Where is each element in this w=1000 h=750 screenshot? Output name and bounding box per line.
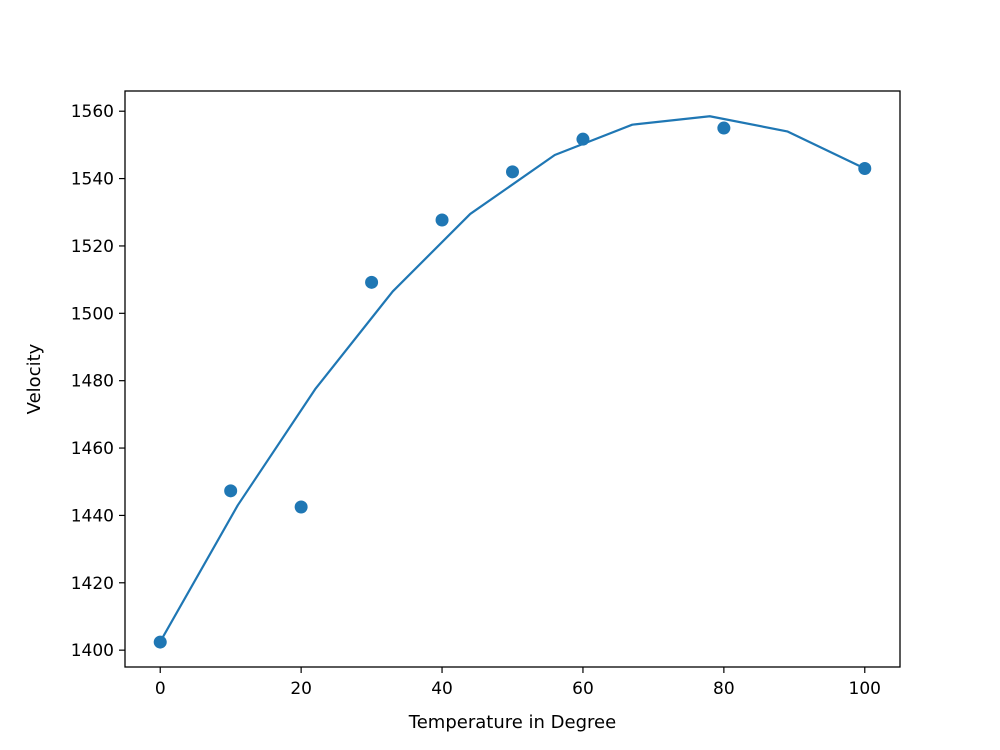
x-tick-label: 80: [713, 679, 735, 699]
x-tick-label: 100: [849, 679, 881, 699]
scatter-point: [153, 635, 167, 649]
scatter-point: [224, 484, 238, 498]
scatter-point: [506, 165, 519, 179]
y-tick-label: 1400: [71, 641, 114, 661]
scatter-point: [435, 213, 449, 227]
x-tick-label: 0: [155, 679, 166, 699]
scatter-point: [365, 275, 379, 289]
x-tick-label: 20: [290, 679, 312, 699]
scatter-point: [576, 132, 590, 146]
x-tick-label: 40: [431, 679, 453, 699]
scatter-point: [717, 121, 731, 135]
y-tick-label: 1560: [71, 102, 114, 122]
x-axis-ticks: 0 20 40 60 80 100: [155, 667, 881, 699]
scatter-point: [858, 161, 872, 175]
scatter-points-layer: [153, 121, 872, 649]
plot-frame: [124, 90, 901, 668]
scatter-point: [294, 500, 308, 514]
y-tick-label: 1500: [71, 304, 114, 324]
fit-line-layer: [159, 115, 866, 643]
y-tick-label: 1520: [71, 237, 114, 257]
y-tick-label: 1540: [71, 170, 114, 190]
y-tick-label: 1420: [71, 574, 114, 594]
y-tick-label: 1460: [71, 439, 114, 459]
fit-line: [159, 115, 866, 643]
y-tick-label: 1480: [71, 372, 114, 392]
y-tick-label: 1440: [71, 506, 114, 526]
y-axis-label: Velocity: [24, 343, 45, 414]
y-axis-ticks: 1400 1420 1440 1460 1480 1500 1520 1540 1560: [71, 102, 125, 661]
x-axis-label: Temperature in Degree: [408, 712, 616, 733]
x-tick-label: 60: [572, 679, 594, 699]
